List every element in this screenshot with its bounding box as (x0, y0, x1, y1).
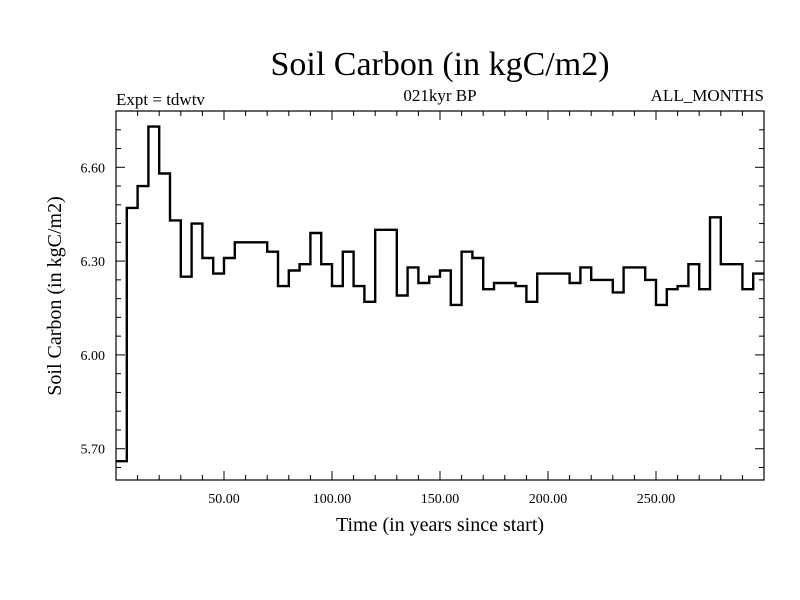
months-label: ALL_MONTHS (651, 86, 764, 105)
x-tick-label: 150.00 (421, 492, 460, 507)
x-tick-label: 250.00 (637, 492, 676, 507)
period-label: 021kyr BP (403, 86, 476, 105)
x-axis-label: Time (in years since start) (336, 514, 544, 536)
x-axis-ticks (137, 111, 743, 480)
y-tick-label: 5.70 (81, 443, 106, 458)
data-points (120, 126, 759, 463)
x-tick-label: 50.00 (208, 492, 240, 507)
y-axis-label: Soil Carbon (in kgC/m2) (44, 196, 66, 395)
x-tick-label: 200.00 (529, 492, 568, 507)
y-tick-label: 6.30 (81, 255, 106, 270)
plot-frame (115, 110, 765, 481)
series-line (116, 125, 764, 463)
y-axis-ticks (116, 110, 764, 468)
x-axis-tick-labels: 50.00 100.00 150.00 200.00 250.00 (208, 492, 675, 507)
y-tick-label: 6.60 (81, 161, 106, 176)
y-tick-label: 6.00 (81, 349, 106, 364)
y-axis-tick-labels: 5.70 6.00 6.30 6.60 (81, 161, 106, 457)
chart-title: Soil Carbon (in kgC/m2) (270, 46, 609, 83)
x-tick-label: 100.00 (313, 492, 352, 507)
experiment-label: Expt = tdwtv (116, 90, 205, 109)
